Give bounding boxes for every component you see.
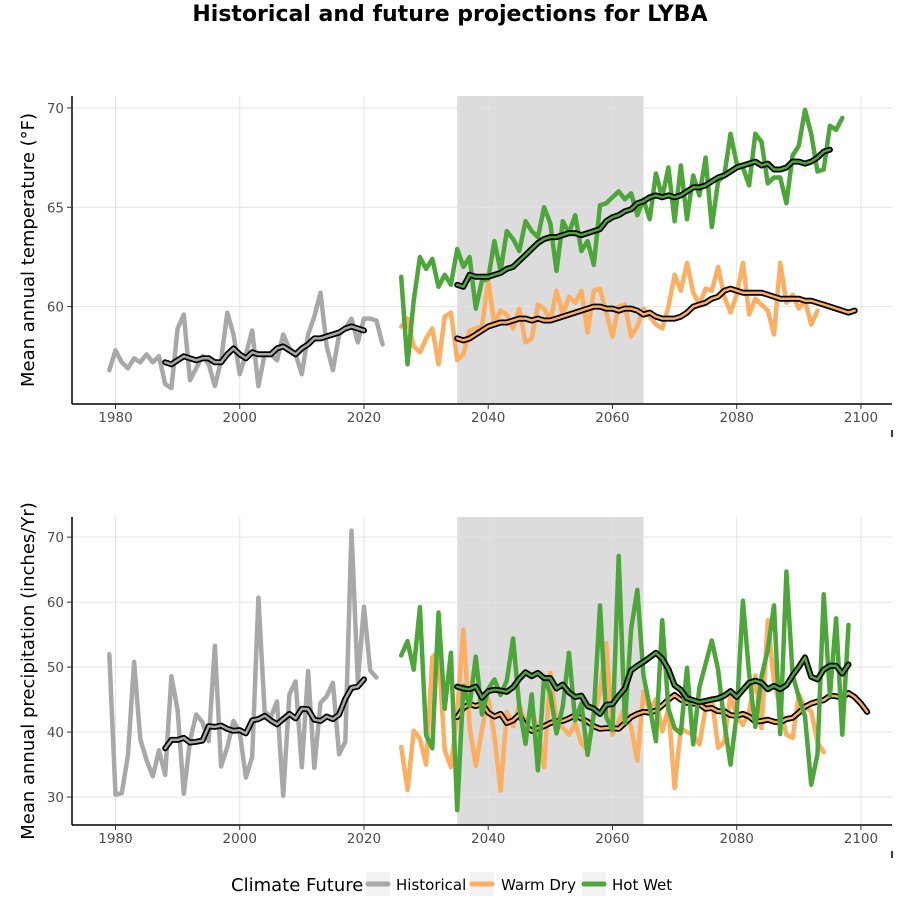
shaded-period (457, 96, 644, 404)
series-line-historical-smooth (163, 325, 366, 366)
x-tick-label: 2040 (471, 410, 505, 426)
x-tick-label: 2060 (595, 831, 629, 847)
x-tick-label: 2080 (720, 831, 754, 847)
legend-label-historical: Historical (396, 876, 466, 894)
x-tick-label: 2020 (347, 831, 381, 847)
y-axis-label: Mean annual precipitation (inches/Yr) (18, 502, 39, 840)
y-tick-label: 65 (47, 200, 64, 216)
y-tick-label: 70 (47, 101, 64, 117)
y-tick-label: 60 (47, 300, 64, 316)
x-tick-label: 2020 (347, 410, 381, 426)
x-tick-label: 1980 (98, 410, 132, 426)
y-tick-label: 30 (47, 790, 64, 806)
x-tick-label: 2000 (223, 831, 257, 847)
series-line-warm-dry (398, 260, 820, 367)
series-line-warm-dry (398, 618, 826, 793)
x-tick-label: 2100 (844, 410, 878, 426)
series-line-historical-smooth (163, 678, 366, 750)
y-tick-label: 70 (47, 530, 64, 546)
series-line-historical (107, 528, 379, 799)
chart-panel-1: 1980 2000 2020 2040 2060 2080 2100 60 65 70 Mean a… (18, 96, 893, 437)
chart-panel-2: 1980 2000 2020 2040 2060 2080 2100 30 40 50 60 70 Me… (18, 502, 893, 858)
y-axis-label: Mean annual temperature (°F) (18, 113, 39, 387)
legend-label-hot-wet: Hot Wet (612, 876, 672, 894)
x-tick-label: 2060 (595, 410, 629, 426)
series-line-hot-wet-smooth (455, 651, 850, 716)
legend: Climate Future Historical Warm Dry Hot Wet (231, 872, 672, 896)
y-tick-label: 60 (47, 595, 64, 611)
series-line-hot-wet (398, 553, 851, 813)
series-line-hot-wet (398, 107, 845, 367)
legend-title: Climate Future (231, 875, 363, 896)
x-tick-label: 1980 (98, 831, 132, 847)
chart-title: Historical and future projections for LY… (192, 2, 708, 27)
series-line-warm-dry-smooth (455, 287, 856, 342)
y-tick-label: 50 (47, 660, 64, 676)
series-line-hot-wet-smooth (455, 148, 832, 289)
x-tick-label: 2000 (223, 410, 257, 426)
y-tick-label: 40 (47, 725, 64, 741)
x-tick-label: 2100 (844, 831, 878, 847)
legend-label-warm-dry: Warm Dry (501, 876, 576, 894)
x-tick-label: 2040 (471, 831, 505, 847)
x-tick-label: 2080 (720, 410, 754, 426)
